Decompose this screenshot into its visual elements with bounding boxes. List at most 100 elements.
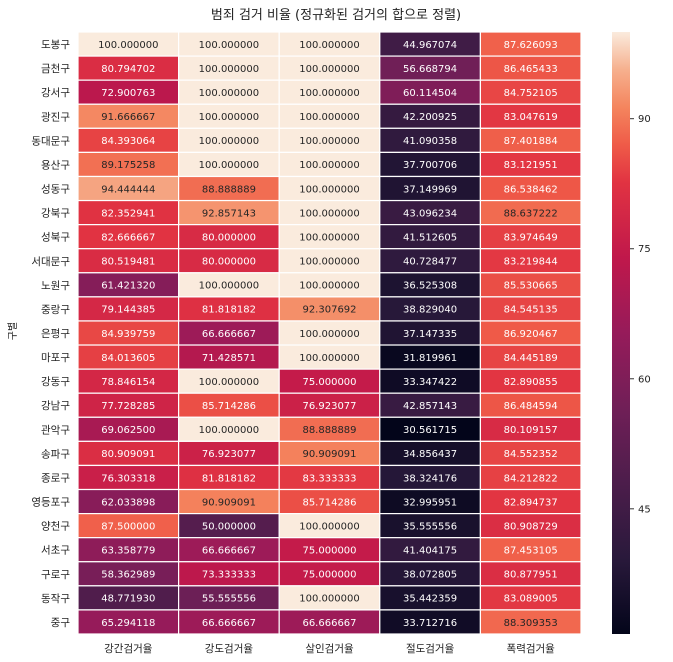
cell-value-label: 42.857143 [403, 401, 457, 412]
heatmap-cell [77, 320, 180, 346]
cell-value-label: 37.700706 [403, 160, 457, 171]
heatmap-cell [77, 31, 180, 57]
cell-value-label: 100.000000 [199, 64, 259, 75]
heatmap-cell [77, 464, 180, 491]
colorbar-tick-label: 60 [638, 374, 651, 385]
cell-value-label: 43.096234 [403, 208, 457, 219]
heatmap-cell [77, 488, 180, 515]
cell-value-label: 66.666667 [202, 546, 256, 557]
cell-value-label: 89.175258 [101, 160, 155, 171]
heatmap-cell [479, 561, 582, 587]
row-label: 영등포구 [31, 497, 70, 509]
cell-value-label: 80.794702 [101, 64, 155, 75]
row-label: 서대문구 [31, 256, 70, 268]
row-label: 동대문구 [31, 135, 70, 147]
cell-value-label: 38.829040 [403, 305, 457, 316]
row-label: 용산구 [41, 159, 70, 171]
cell-value-label: 100.000000 [199, 136, 259, 147]
cell-value-label: 80.909091 [101, 449, 155, 460]
cell-value-label: 83.974649 [504, 232, 558, 243]
cell-value-label: 82.352941 [101, 208, 155, 219]
heatmap-cell [379, 272, 481, 298]
heatmap-cell [278, 537, 381, 563]
heatmap-cell [77, 248, 180, 274]
y-axis-label: 구별 [7, 322, 19, 340]
cell-value-label: 100.000000 [299, 112, 359, 123]
heatmap-cell [178, 609, 280, 635]
heatmap-cell [178, 512, 280, 539]
cell-value-label: 100.000000 [199, 281, 259, 292]
row-label: 송파구 [41, 448, 70, 460]
heatmap-cell [379, 512, 481, 539]
row-label: 성북구 [41, 232, 70, 244]
cell-value-label: 100.000000 [299, 594, 359, 605]
cell-value-label: 84.393064 [101, 136, 155, 147]
heatmap-cell [77, 296, 180, 322]
cell-value-label: 61.421320 [101, 281, 155, 292]
column-label: 폭력검거율 [507, 643, 556, 655]
cell-value-label: 40.728477 [403, 257, 457, 268]
heatmap-cell [178, 151, 280, 178]
row-label: 노원구 [41, 280, 70, 292]
row-label: 관악구 [41, 424, 70, 436]
cell-value-label: 55.555556 [202, 594, 256, 605]
cell-value-label: 84.552352 [504, 449, 558, 460]
heatmap-cell [278, 248, 381, 274]
cell-value-label: 81.818182 [202, 473, 256, 484]
heatmap-cell [479, 440, 582, 467]
cell-value-label: 80.109157 [504, 425, 558, 436]
cell-value-label: 100.000000 [299, 257, 359, 268]
heatmap-cell [77, 609, 180, 635]
colorbar [612, 32, 630, 634]
cell-value-label: 83.121951 [504, 160, 558, 171]
heatmap-cell [379, 488, 481, 515]
cell-value-label: 41.512605 [403, 232, 457, 243]
row-labels: 도봉구금천구강서구광진구동대문구용산구성동구강북구성북구서대문구노원구중랑구은평… [31, 39, 70, 629]
heatmap-cell [479, 368, 582, 394]
colorbar-tick-label: 90 [638, 114, 651, 125]
heatmap-cell [77, 344, 180, 370]
heatmap-cell [178, 79, 280, 105]
cell-value-label: 48.771930 [101, 594, 155, 605]
cell-value-label: 66.666667 [302, 618, 356, 629]
column-label: 살인검거율 [305, 643, 354, 655]
row-label: 중구 [51, 617, 71, 629]
heatmap-cell [278, 488, 381, 515]
row-label: 종로구 [41, 472, 70, 484]
heatmap-cell [379, 79, 481, 105]
heatmap-cell [178, 199, 280, 226]
cell-value-label: 100.000000 [199, 112, 259, 123]
cell-value-label: 66.666667 [202, 329, 256, 340]
cell-value-label: 100.000000 [98, 40, 158, 51]
cell-value-label: 84.013605 [101, 353, 155, 364]
cell-value-label: 88.637222 [504, 208, 558, 219]
heatmap-cells: 100.000000 100.000000 100.000000 44.967074 8… [77, 31, 582, 635]
cell-value-label: 83.333333 [302, 473, 356, 484]
heatmap-cell [379, 103, 481, 129]
heatmap-cell [178, 368, 280, 394]
cell-value-label: 84.545135 [504, 305, 558, 316]
cell-value-label: 85.714286 [302, 497, 356, 508]
cell-value-label: 33.347422 [403, 377, 457, 388]
heatmap-cell [77, 199, 180, 226]
cell-value-label: 37.149969 [403, 184, 457, 195]
cell-value-label: 88.309353 [504, 618, 558, 629]
cell-value-label: 69.062500 [101, 425, 155, 436]
heatmap-cell [278, 127, 381, 154]
cell-value-label: 84.445189 [504, 353, 558, 364]
heatmap-cell [278, 55, 381, 81]
cell-value-label: 83.047619 [504, 112, 558, 123]
cell-value-label: 100.000000 [299, 521, 359, 532]
column-labels: 강간검거율 강도검거율 살인검거율 절도검거율 폭력검거율 [104, 642, 555, 655]
heatmap-cell [479, 585, 582, 611]
row-label: 은평구 [41, 328, 70, 340]
row-label: 도봉구 [41, 39, 70, 51]
heatmap-cell [479, 416, 582, 442]
cell-value-label: 80.908729 [504, 521, 558, 532]
cell-value-label: 72.900763 [101, 88, 155, 99]
cell-value-label: 100.000000 [299, 40, 359, 51]
cell-value-label: 88.888889 [202, 184, 256, 195]
cell-value-label: 44.967074 [403, 40, 457, 51]
cell-value-label: 80.877951 [504, 570, 558, 581]
